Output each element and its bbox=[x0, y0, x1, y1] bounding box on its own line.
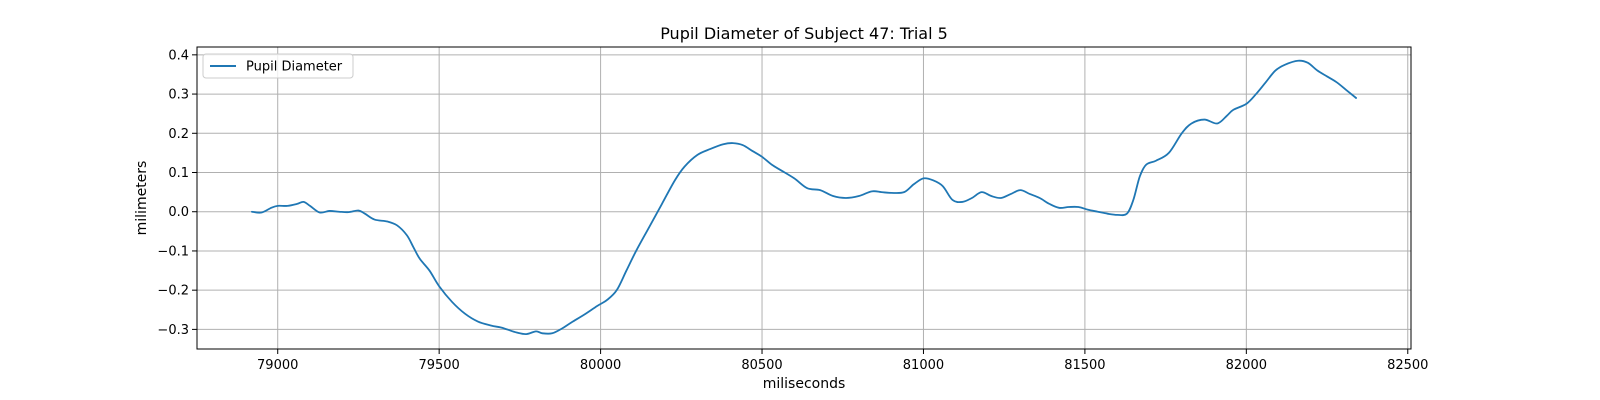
y-tick-label: 0.0 bbox=[168, 205, 189, 220]
grid-layer bbox=[197, 47, 1411, 349]
y-tick-label: 0.4 bbox=[168, 48, 189, 63]
y-axis-title: milimeters bbox=[134, 161, 150, 236]
x-tick-label: 82500 bbox=[1387, 358, 1428, 373]
x-tick-label: 81000 bbox=[903, 358, 944, 373]
x-tick-label: 79000 bbox=[257, 358, 298, 373]
y-tick-label: 0.1 bbox=[168, 166, 189, 181]
legend-box bbox=[202, 53, 354, 79]
chart-title: Pupil Diameter of Subject 47: Trial 5 bbox=[660, 24, 948, 43]
series-layer bbox=[250, 59, 1358, 336]
y-tick-label: −0.3 bbox=[157, 323, 189, 338]
x-tick-label: 80000 bbox=[580, 358, 621, 373]
y-tick-label: −0.1 bbox=[157, 244, 189, 259]
legend-label: Pupil Diameter bbox=[246, 60, 343, 75]
x-tick-label: 81500 bbox=[1064, 358, 1105, 373]
y-tick-label: 0.3 bbox=[168, 88, 189, 103]
x-tick-label: 82000 bbox=[1226, 358, 1267, 373]
x-tick-label: 79500 bbox=[418, 358, 459, 373]
y-tick-label: 0.2 bbox=[168, 127, 189, 142]
tick-layer: 79000 79500 80000 80500 81000 81500 82000 82500… bbox=[157, 48, 1428, 373]
legend: Pupil Diameter bbox=[202, 53, 354, 79]
y-tick-label: −0.2 bbox=[157, 284, 189, 299]
series-line-pupil-diameter bbox=[250, 59, 1358, 336]
x-axis-title: miliseconds bbox=[763, 376, 846, 392]
x-tick-label: 80500 bbox=[741, 358, 782, 373]
plot-frame bbox=[196, 46, 1412, 350]
